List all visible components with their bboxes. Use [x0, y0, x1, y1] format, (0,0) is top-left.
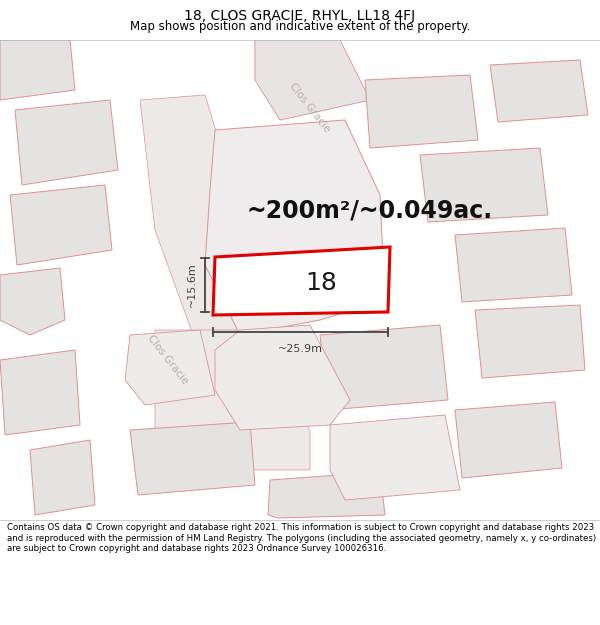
Polygon shape	[455, 228, 572, 302]
Polygon shape	[475, 305, 585, 378]
Polygon shape	[125, 330, 215, 405]
Polygon shape	[255, 40, 370, 120]
Polygon shape	[0, 350, 80, 435]
Polygon shape	[205, 120, 385, 335]
Polygon shape	[140, 95, 240, 340]
Polygon shape	[15, 100, 118, 185]
Text: Clos Gracie: Clos Gracie	[288, 81, 332, 134]
Polygon shape	[215, 325, 350, 430]
Polygon shape	[30, 440, 95, 515]
Polygon shape	[0, 40, 75, 100]
Polygon shape	[255, 40, 370, 120]
Polygon shape	[330, 415, 460, 500]
Polygon shape	[455, 402, 562, 478]
Polygon shape	[213, 247, 390, 315]
Polygon shape	[155, 330, 310, 470]
Text: ~25.9m: ~25.9m	[278, 344, 323, 354]
Text: Contains OS data © Crown copyright and database right 2021. This information is : Contains OS data © Crown copyright and d…	[7, 523, 596, 553]
Polygon shape	[268, 472, 385, 518]
Polygon shape	[420, 148, 548, 222]
Polygon shape	[365, 75, 478, 148]
Polygon shape	[0, 268, 65, 335]
Text: 18, CLOS GRACIE, RHYL, LL18 4FJ: 18, CLOS GRACIE, RHYL, LL18 4FJ	[184, 9, 416, 22]
Polygon shape	[10, 185, 112, 265]
Text: Clos Gracie: Clos Gracie	[146, 334, 190, 386]
Text: 18: 18	[305, 271, 337, 295]
Text: Map shows position and indicative extent of the property.: Map shows position and indicative extent…	[130, 20, 470, 32]
Polygon shape	[320, 325, 448, 410]
Polygon shape	[490, 60, 588, 122]
Polygon shape	[130, 422, 255, 495]
Text: ~15.6m: ~15.6m	[187, 262, 197, 308]
Text: ~200m²/~0.049ac.: ~200m²/~0.049ac.	[247, 198, 493, 222]
